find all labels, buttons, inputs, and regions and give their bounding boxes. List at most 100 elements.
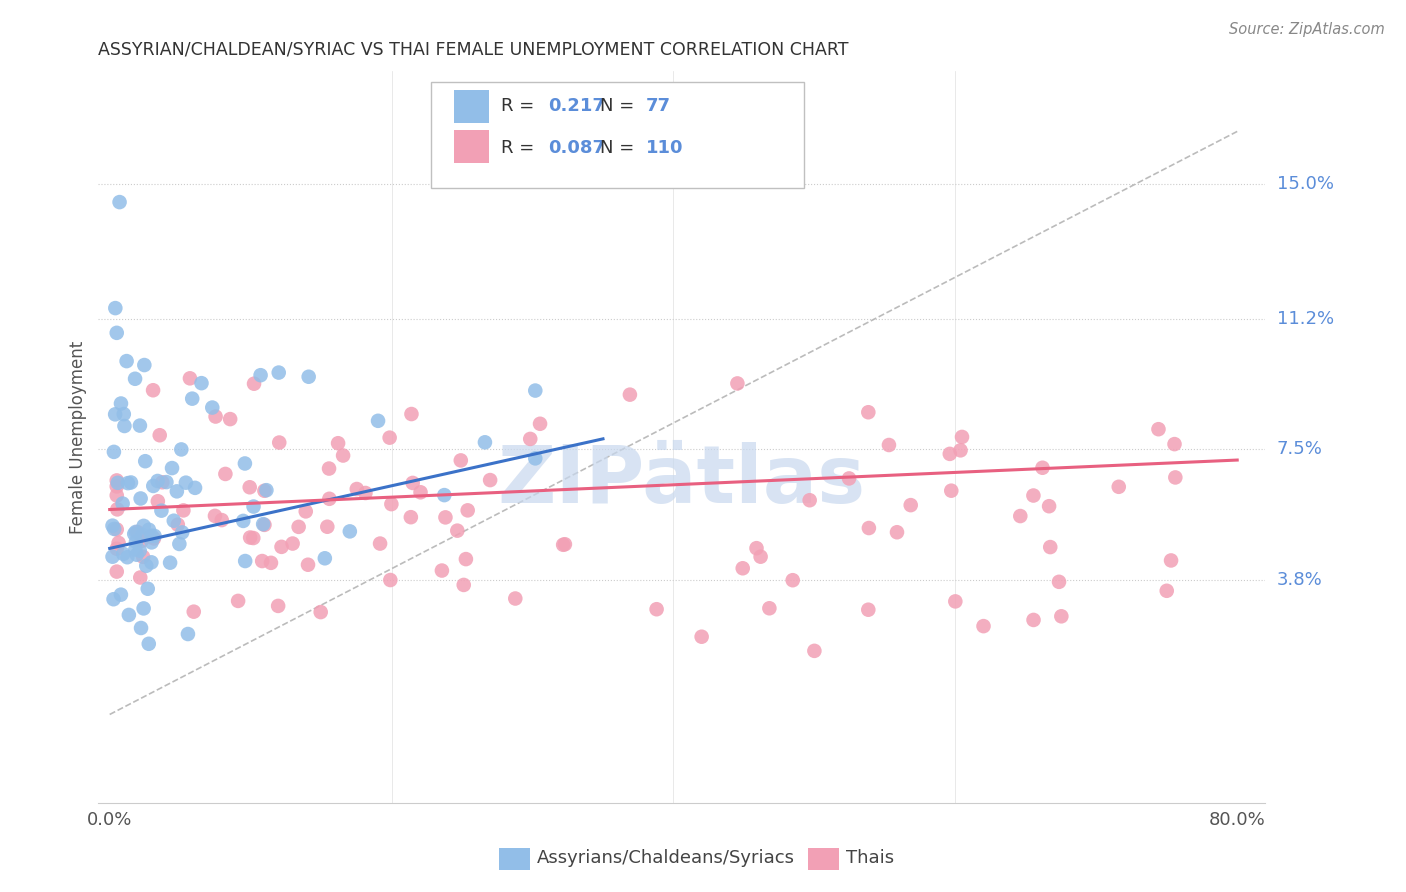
- Point: [160, 461, 183, 475]
- Point: [142, 479, 165, 493]
- Point: [479, 473, 502, 487]
- Point: [146, 494, 169, 508]
- Point: [243, 376, 266, 391]
- Point: [150, 475, 173, 490]
- Point: [1147, 422, 1170, 436]
- Point: [1010, 509, 1032, 524]
- Point: [129, 418, 152, 433]
- Point: [146, 474, 169, 488]
- Point: [110, 396, 132, 410]
- Point: [159, 556, 181, 570]
- Point: [339, 524, 361, 539]
- Point: [112, 547, 135, 561]
- Point: [457, 503, 479, 517]
- Point: [943, 594, 966, 608]
- Point: [1039, 540, 1062, 554]
- Point: [252, 517, 274, 532]
- Point: [260, 556, 283, 570]
- Point: [226, 594, 249, 608]
- Point: [149, 428, 172, 442]
- Point: [1164, 470, 1187, 484]
- Point: [115, 354, 138, 368]
- Point: [450, 453, 472, 467]
- Point: [163, 514, 186, 528]
- Point: [1156, 583, 1178, 598]
- Point: [138, 530, 160, 544]
- Point: [105, 488, 128, 502]
- Point: [101, 518, 124, 533]
- Y-axis label: Female Unemployment: Female Unemployment: [69, 341, 87, 533]
- Point: [949, 443, 972, 458]
- Point: [114, 419, 136, 434]
- Text: Thais: Thais: [846, 849, 894, 867]
- Point: [138, 523, 160, 537]
- Point: [782, 573, 804, 587]
- Point: [118, 607, 141, 622]
- Point: [105, 474, 128, 488]
- Point: [105, 523, 128, 537]
- Point: [124, 372, 146, 386]
- Point: [254, 483, 277, 498]
- Point: [132, 519, 155, 533]
- Point: [125, 524, 148, 539]
- Point: [619, 387, 641, 401]
- Point: [1050, 609, 1073, 624]
- Point: [803, 644, 825, 658]
- Point: [858, 405, 880, 419]
- Point: [554, 537, 576, 551]
- Point: [253, 517, 276, 532]
- Point: [519, 432, 541, 446]
- Text: 110: 110: [645, 139, 683, 157]
- Point: [749, 549, 772, 564]
- Point: [129, 570, 152, 584]
- Point: [269, 435, 291, 450]
- Text: ASSYRIAN/CHALDEAN/SYRIAC VS THAI FEMALE UNEMPLOYMENT CORRELATION CHART: ASSYRIAN/CHALDEAN/SYRIAC VS THAI FEMALE …: [98, 41, 849, 59]
- Point: [128, 543, 150, 558]
- Point: [367, 414, 389, 428]
- Point: [297, 558, 319, 572]
- Point: [1022, 613, 1045, 627]
- Point: [346, 482, 368, 496]
- Point: [524, 384, 547, 398]
- Point: [1163, 437, 1185, 451]
- Point: [174, 475, 197, 490]
- Point: [166, 484, 188, 499]
- Point: [172, 503, 194, 517]
- Point: [129, 621, 152, 635]
- Point: [155, 475, 177, 489]
- Point: [399, 510, 422, 524]
- Point: [332, 449, 354, 463]
- Point: [1022, 489, 1045, 503]
- Text: 0.087: 0.087: [548, 139, 605, 157]
- Point: [309, 605, 332, 619]
- Point: [170, 442, 193, 457]
- Point: [204, 409, 226, 424]
- Point: [941, 483, 963, 498]
- Point: [239, 480, 262, 494]
- Text: 3.8%: 3.8%: [1277, 571, 1322, 590]
- Point: [242, 500, 264, 514]
- Point: [117, 476, 139, 491]
- Point: [103, 522, 125, 536]
- Point: [138, 637, 160, 651]
- Point: [105, 479, 128, 493]
- Point: [111, 497, 134, 511]
- Point: [434, 510, 457, 524]
- Point: [731, 561, 754, 575]
- Text: R =: R =: [501, 139, 540, 157]
- Point: [725, 376, 748, 391]
- Point: [134, 358, 156, 372]
- Point: [326, 436, 349, 450]
- Point: [105, 565, 128, 579]
- Point: [105, 502, 128, 516]
- Point: [232, 514, 254, 528]
- Point: [239, 531, 262, 545]
- Point: [524, 451, 547, 466]
- Point: [233, 457, 256, 471]
- Point: [858, 603, 880, 617]
- Point: [181, 392, 204, 406]
- Text: R =: R =: [501, 97, 540, 115]
- Text: 15.0%: 15.0%: [1277, 176, 1333, 194]
- Point: [402, 475, 425, 490]
- FancyBboxPatch shape: [432, 82, 804, 188]
